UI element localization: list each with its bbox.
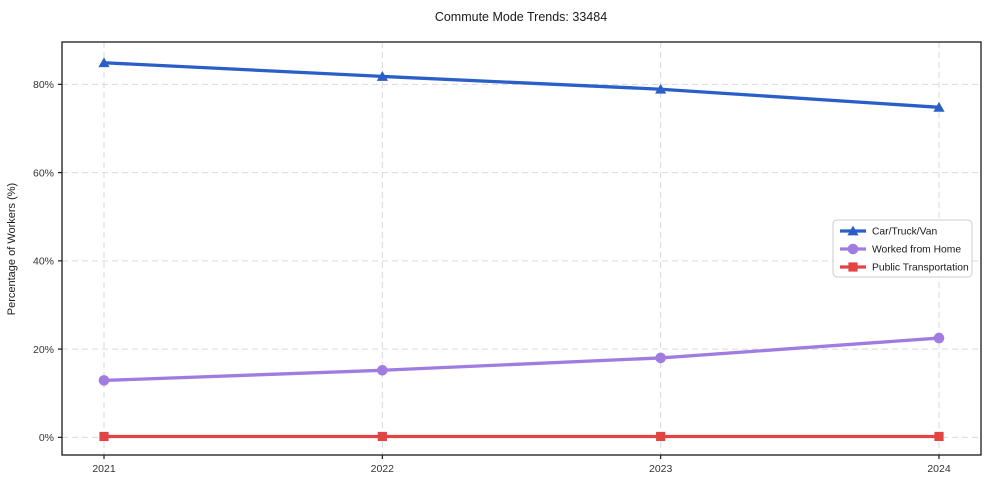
- legend-swatch-marker-worked-from-home: [847, 243, 859, 255]
- plot-border: [61, 41, 982, 456]
- marker-car-truck-van-2021: [98, 57, 110, 68]
- grid-layer: [62, 42, 981, 455]
- legend-box: [832, 219, 973, 278]
- y-tick-label-40: 40%: [33, 256, 54, 268]
- marker-public-transportation-2021: [99, 431, 109, 442]
- x-tick-label-2023: 2023: [649, 463, 673, 475]
- x-tick-label-2022: 2022: [371, 463, 395, 475]
- y-tick-label-60: 60%: [33, 167, 54, 179]
- marker-worked-from-home-2023: [655, 352, 666, 364]
- marker-car-truck-van-2024: [933, 101, 945, 112]
- legend-swatch-marker-public-transportation: [848, 262, 858, 272]
- x-tick-label-2021: 2021: [92, 463, 116, 475]
- marker-public-transportation-2022: [377, 431, 387, 442]
- legend-label-car-truck-van: Car/Truck/Van: [872, 227, 938, 238]
- series-line-worked-from-home: [102, 336, 941, 383]
- y-axis-label: Percentage of Workers (%): [6, 183, 18, 315]
- marker-car-truck-van-2023: [655, 83, 667, 94]
- x-tick-label-2024: 2024: [927, 463, 951, 475]
- legend: Car/Truck/Van Worked from Home Public Tran…: [832, 219, 973, 278]
- marker-public-transportation-2023: [656, 431, 666, 442]
- y-tick-label-0: 0%: [39, 432, 54, 444]
- legend-label-worked-from-home: Worked from Home: [872, 245, 961, 256]
- legend-label-public-transportation: Public Transportation: [872, 263, 969, 274]
- marker-worked-from-home-2021: [98, 375, 110, 386]
- chart-title: Commute Mode Trends: 33484: [435, 10, 607, 24]
- marker-public-transportation-2024: [934, 431, 944, 442]
- series-line-car-truck-van: [102, 61, 941, 109]
- marker-worked-from-home-2024: [933, 332, 945, 344]
- marker-worked-from-home-2022: [377, 364, 388, 376]
- y-tick-label-80: 80%: [33, 79, 54, 91]
- marker-car-truck-van-2022: [376, 71, 388, 81]
- y-tick-label-20: 20%: [33, 344, 54, 356]
- axes-layer: 0% 20% 40% 60% 80% 2021 2022 2023 2024: [33, 41, 982, 475]
- series-layer: [98, 57, 945, 442]
- legend-swatch-marker-car-truck-van: [847, 225, 859, 236]
